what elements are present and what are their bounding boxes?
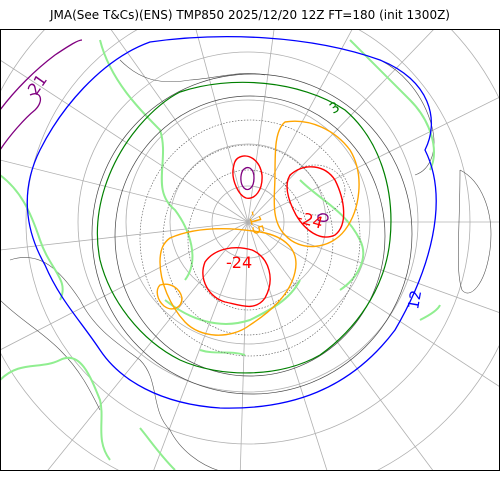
contour-label: -24	[295, 208, 325, 233]
contour-label: 21	[24, 71, 51, 99]
purple-isotherms	[0, 39, 329, 222]
black-isotherms	[91, 73, 413, 395]
light-green-isotherms	[0, 39, 441, 471]
contour-label: 12	[404, 289, 425, 311]
contour-label: -24	[226, 253, 252, 272]
map-title: JMA(See T&Cs)(ENS) TMP850 2025/12/20 12Z…	[50, 8, 450, 22]
meridian-lines	[0, 0, 500, 481]
contour-label-group: 21 3 -15 -24 -24 12	[24, 71, 426, 311]
red-isotherms	[202, 155, 345, 308]
dotted-isotherms	[139, 119, 361, 357]
orange-isotherms	[156, 120, 360, 336]
coastlines	[0, 59, 492, 472]
green-isotherm	[96, 81, 392, 374]
contour-label: 3	[327, 99, 343, 117]
contour-label: -15	[244, 208, 268, 236]
blue-isotherm	[26, 36, 437, 409]
